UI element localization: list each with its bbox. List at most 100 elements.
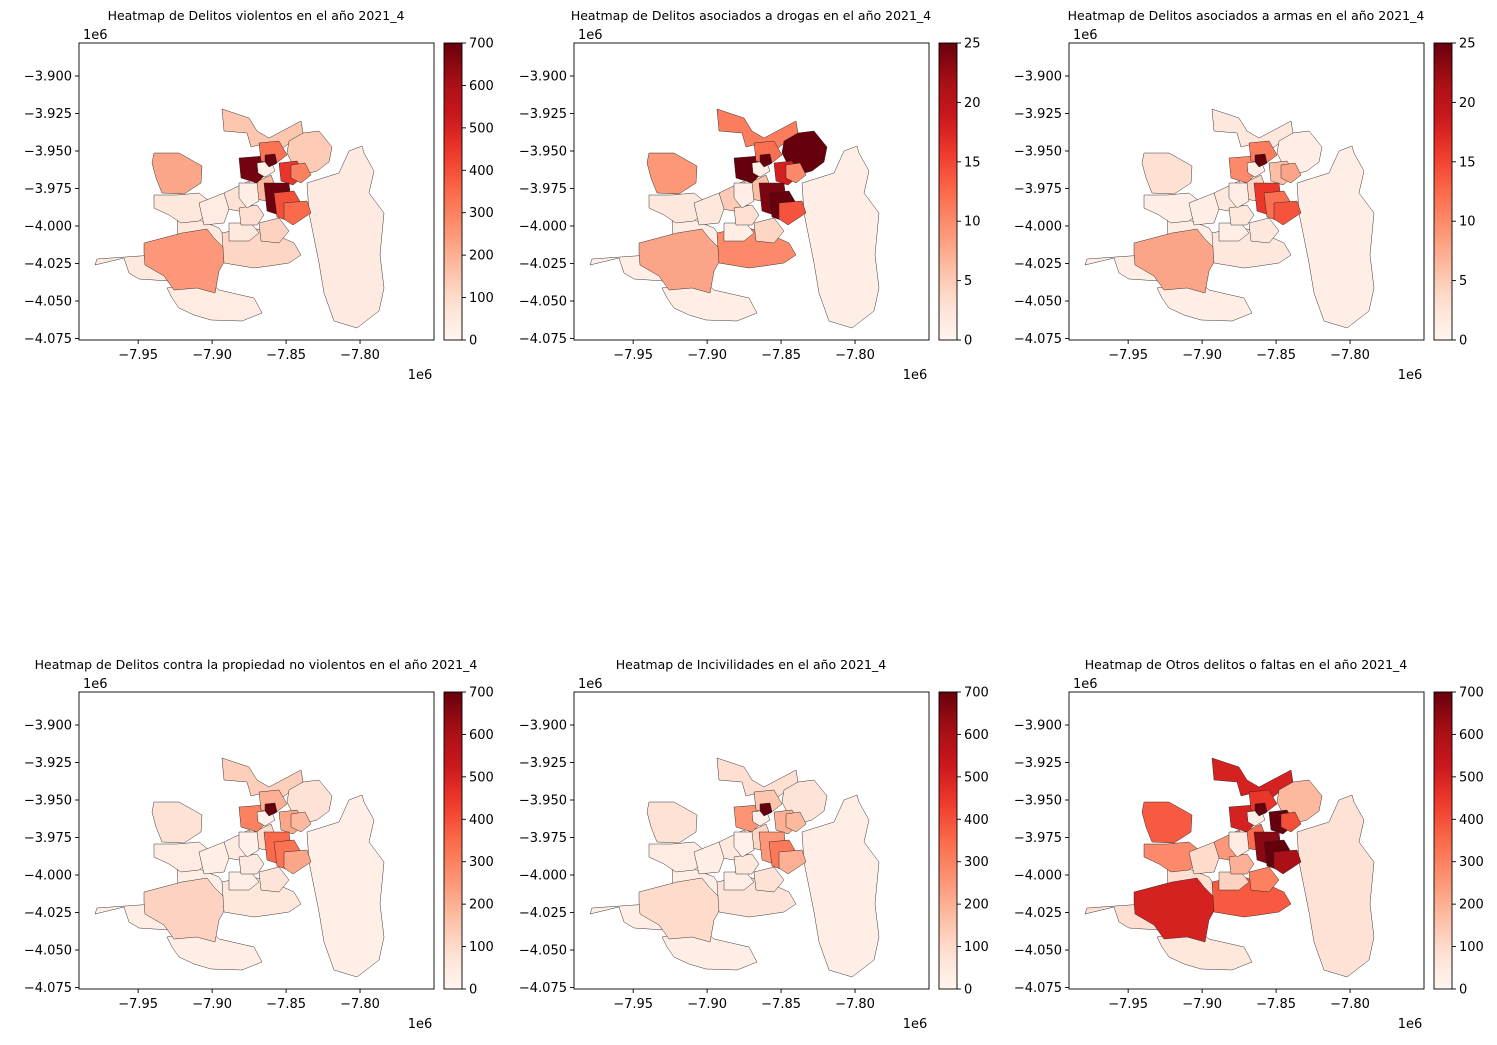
colorbar-tick-label: 600 — [964, 728, 989, 743]
y-tick-label: −3.950 — [1014, 145, 1062, 160]
region-5 — [646, 152, 698, 195]
x-tick-label: −7.85 — [266, 997, 306, 1012]
x-tick-label: −7.90 — [1182, 348, 1222, 363]
region-22 — [1273, 200, 1302, 226]
colorbar — [938, 42, 958, 341]
y-tick-label: −4.075 — [24, 332, 72, 347]
colorbar — [938, 691, 958, 990]
y-offset-label: 1e6 — [578, 28, 603, 43]
subplot-3: Heatmap de Delitos asociados a armas en … — [1014, 8, 1476, 383]
y-tick-label: −4.000 — [1014, 869, 1062, 884]
region-8 — [1296, 794, 1375, 978]
region-11 — [198, 841, 230, 875]
colorbar-tick-label: 200 — [469, 898, 494, 913]
x-tick-label: −7.80 — [835, 997, 875, 1012]
colorbar — [1433, 691, 1453, 990]
x-offset-label: 1e6 — [903, 1017, 928, 1032]
region-5 — [151, 801, 203, 844]
y-tick-label: −4.050 — [1014, 295, 1062, 310]
colorbar-tick-label: 700 — [1459, 686, 1484, 701]
colorbar-tick-label: 10 — [1459, 215, 1476, 230]
y-tick-label: −3.950 — [1014, 794, 1062, 809]
region-14 — [238, 204, 265, 226]
colorbar-tick-label: 500 — [1459, 770, 1484, 785]
x-tick-label: −7.80 — [1330, 997, 1370, 1012]
y-tick-label: −3.900 — [24, 719, 72, 734]
y-tick-label: −4.025 — [24, 906, 72, 921]
x-tick-label: −7.80 — [835, 348, 875, 363]
region-24 — [1280, 811, 1302, 833]
x-tick-label: −7.80 — [1330, 348, 1370, 363]
region-4 — [143, 877, 230, 943]
region-5 — [151, 152, 203, 195]
colorbar-tick-label: 15 — [1459, 155, 1476, 170]
region-14 — [733, 204, 760, 226]
colorbar-tick-label: 100 — [1459, 940, 1484, 955]
colorbar-tick-label: 300 — [469, 206, 494, 221]
subplot-5: Heatmap de Incivilidades en el año 2021_… — [519, 657, 989, 1032]
region-13 — [1248, 866, 1280, 893]
colorbar — [1433, 42, 1453, 341]
x-tick-label: −7.80 — [340, 348, 380, 363]
region-5 — [1141, 801, 1193, 844]
colorbar-tick-label: 700 — [964, 686, 989, 701]
x-offset-label: 1e6 — [1398, 1017, 1423, 1032]
map-regions — [589, 757, 880, 978]
region-13 — [258, 217, 290, 244]
region-24 — [290, 162, 312, 184]
colorbar-tick-label: 700 — [469, 37, 494, 52]
colorbar-tick-label: 400 — [469, 164, 494, 179]
x-offset-label: 1e6 — [1398, 368, 1423, 383]
region-24 — [290, 811, 312, 833]
region-25 — [1254, 802, 1268, 817]
region-13 — [258, 866, 290, 893]
axes-frame — [573, 691, 930, 990]
colorbar-tick-label: 500 — [469, 121, 494, 136]
axes-frame — [78, 691, 435, 990]
y-tick-label: −4.075 — [1014, 981, 1062, 996]
region-22 — [283, 849, 312, 875]
region-21 — [238, 182, 260, 209]
x-tick-label: −7.85 — [761, 997, 801, 1012]
colorbar-tick-label: 15 — [964, 155, 981, 170]
y-tick-label: −3.975 — [519, 182, 567, 197]
region-24 — [1280, 162, 1302, 184]
region-22 — [283, 200, 312, 226]
region-8 — [801, 794, 880, 978]
y-tick-label: −3.950 — [24, 145, 72, 160]
region-8 — [306, 794, 385, 978]
colorbar-tick-label: 700 — [469, 686, 494, 701]
region-13 — [753, 866, 785, 893]
colorbar-tick-label: 600 — [469, 79, 494, 94]
y-offset-label: 1e6 — [83, 28, 108, 43]
colorbar-tick-label: 20 — [1459, 96, 1476, 111]
region-14 — [238, 853, 265, 875]
region-13 — [1248, 217, 1280, 244]
y-tick-label: −3.950 — [519, 794, 567, 809]
region-25 — [264, 802, 278, 817]
map-regions — [1084, 757, 1375, 978]
subplot-title: Heatmap de Incivilidades en el año 2021_… — [616, 657, 886, 672]
region-11 — [693, 192, 725, 226]
colorbar — [443, 691, 463, 990]
y-offset-label: 1e6 — [1073, 677, 1098, 692]
colorbar-tick-label: 400 — [469, 813, 494, 828]
region-24 — [785, 811, 807, 833]
y-tick-label: −4.050 — [24, 295, 72, 310]
region-14 — [733, 853, 760, 875]
subplot-title: Heatmap de Delitos violentos en el año 2… — [108, 8, 405, 23]
colorbar-tick-label: 5 — [1459, 274, 1467, 289]
axes-frame — [78, 42, 435, 341]
y-tick-label: −3.975 — [1014, 182, 1062, 197]
x-tick-label: −7.80 — [340, 997, 380, 1012]
y-tick-label: −4.050 — [519, 944, 567, 959]
y-tick-label: −3.925 — [24, 756, 72, 771]
subplot-2: Heatmap de Delitos asociados a drogas en… — [519, 8, 981, 383]
region-25 — [264, 153, 278, 168]
region-21 — [1228, 831, 1250, 858]
colorbar-tick-label: 600 — [1459, 728, 1484, 743]
region-22 — [778, 849, 807, 875]
region-4 — [143, 228, 230, 294]
y-tick-label: −3.900 — [24, 70, 72, 85]
